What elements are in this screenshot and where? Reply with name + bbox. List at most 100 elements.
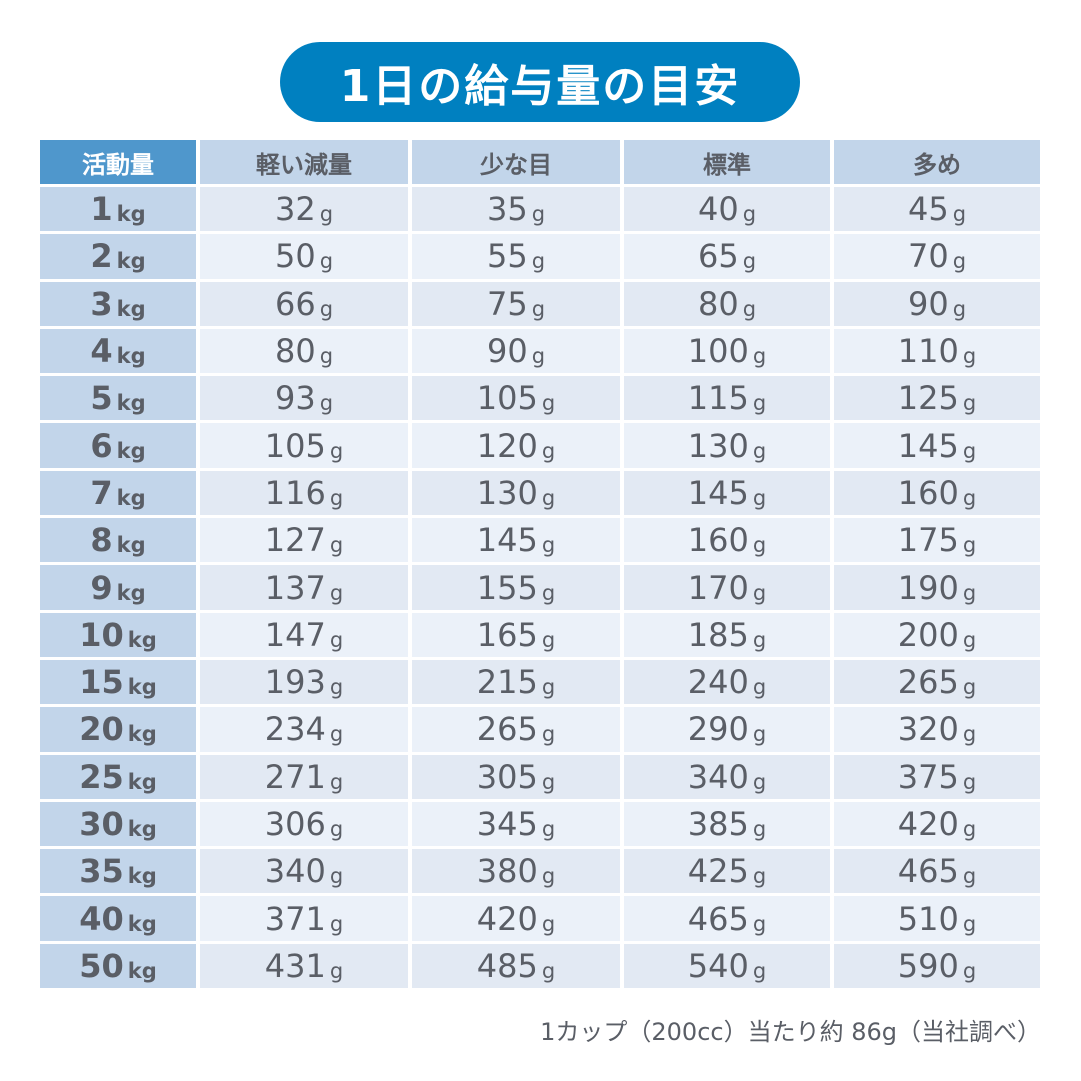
amount-value: 420 [897, 805, 959, 843]
amount-value: 375 [897, 757, 959, 796]
weight-cell: 50 kg [40, 943, 196, 989]
unit-label: g [752, 769, 767, 794]
amount-cell: 145 g [624, 470, 830, 516]
amount-value: 160 [687, 521, 749, 560]
amount-cell: 115 g [624, 376, 830, 421]
amount-cell: 160 g [834, 470, 1040, 516]
amount-value: 90 [486, 332, 528, 371]
weight-value: 1 [90, 190, 113, 229]
unit-label: g [752, 627, 767, 652]
amount-value: 155 [476, 568, 538, 607]
amount-value: 190 [897, 568, 959, 607]
amount-value: 105 [476, 379, 538, 418]
unit-label: g [962, 817, 977, 841]
amount-cell: 540 g [624, 943, 830, 989]
weight-cell: 9 kg [40, 565, 196, 610]
weight-value: 20 [79, 710, 124, 749]
unit-label: g [752, 533, 767, 558]
weight-cell: 7 kg [40, 470, 196, 516]
amount-cell: 265 g [412, 707, 620, 752]
unit-label: g [541, 438, 556, 463]
unit-label: g [541, 911, 556, 936]
amount-value: 380 [476, 852, 538, 891]
amount-value: 193 [264, 663, 326, 702]
unit-label: g [962, 533, 977, 558]
amount-value: 465 [897, 852, 959, 891]
amount-cell: 200 g [834, 612, 1040, 657]
amount-value: 127 [264, 521, 326, 560]
unit-label: g [531, 202, 546, 227]
amount-value: 130 [687, 426, 749, 465]
amount-value: 65 [697, 237, 739, 276]
amount-cell: 145 g [412, 518, 620, 563]
amount-value: 130 [476, 473, 538, 512]
weight-cell: 2 kg [40, 234, 196, 279]
weight-value: 10 [79, 615, 124, 654]
unit-label: g [752, 722, 767, 747]
weight-value: 4 [90, 332, 113, 371]
amount-cell: 80 g [624, 281, 830, 326]
unit-label: g [962, 438, 977, 463]
amount-value: 431 [264, 946, 326, 985]
unit-label: g [962, 580, 977, 605]
amount-cell: 193 g [200, 659, 408, 705]
page-title: 1日の給与量の目安 [280, 42, 800, 122]
weight-value: 8 [90, 521, 113, 560]
unit-label: g [952, 296, 967, 321]
unit-label: g [952, 202, 967, 227]
amount-value: 160 [897, 473, 959, 512]
amount-cell: 55 g [412, 234, 620, 279]
amount-value: 170 [687, 568, 749, 607]
amount-cell: 120 g [412, 423, 620, 468]
unit-label: g [329, 675, 344, 700]
unit-label: g [531, 249, 546, 274]
weight-cell: 10 kg [40, 612, 196, 657]
amount-value: 93 [274, 379, 316, 418]
amount-cell: 165 g [412, 612, 620, 657]
unit-label: kg [116, 344, 146, 369]
unit-label: g [962, 911, 977, 936]
amount-cell: 340 g [200, 849, 408, 894]
unit-label: g [742, 296, 757, 321]
unit-label: g [962, 485, 977, 510]
footnote: 1カップ（200cc）当たり約 86g（当社調べ） [540, 1018, 1041, 1046]
weight-cell: 8 kg [40, 518, 196, 563]
unit-label: g [752, 438, 767, 463]
amount-cell: 306 g [200, 801, 408, 847]
amount-cell: 70 g [834, 234, 1040, 279]
amount-value: 105 [264, 426, 326, 465]
unit-label: kg [116, 249, 146, 274]
amount-cell: 80 g [200, 328, 408, 374]
amount-cell: 320 g [834, 707, 1040, 752]
unit-label: g [962, 864, 977, 889]
amount-value: 55 [486, 237, 528, 276]
amount-value: 70 [907, 237, 949, 276]
amount-value: 100 [687, 332, 749, 371]
unit-label: kg [127, 675, 157, 700]
weight-value: 2 [90, 237, 113, 276]
weight-cell: 25 kg [40, 754, 196, 799]
amount-cell: 32 g [200, 187, 408, 232]
unit-label: g [752, 485, 767, 510]
weight-cell: 30 kg [40, 801, 196, 847]
amount-cell: 290 g [624, 707, 830, 752]
amount-cell: 465 g [834, 849, 1040, 894]
weight-value: 5 [90, 379, 113, 418]
amount-cell: 271 g [200, 754, 408, 799]
unit-label: g [329, 769, 344, 794]
unit-label: g [541, 817, 556, 841]
unit-label: g [752, 864, 767, 889]
unit-label: g [541, 864, 556, 889]
amount-value: 120 [476, 426, 538, 465]
weight-value: 35 [79, 852, 124, 891]
amount-value: 340 [687, 757, 749, 796]
amount-cell: 125 g [834, 376, 1040, 421]
column-header: 少な目 [412, 140, 620, 184]
amount-cell: 590 g [834, 943, 1040, 989]
weight-cell: 4 kg [40, 328, 196, 374]
amount-cell: 345 g [412, 801, 620, 847]
amount-value: 345 [476, 805, 538, 843]
amount-cell: 485 g [412, 943, 620, 989]
weight-cell: 15 kg [40, 659, 196, 705]
amount-cell: 66 g [200, 281, 408, 326]
